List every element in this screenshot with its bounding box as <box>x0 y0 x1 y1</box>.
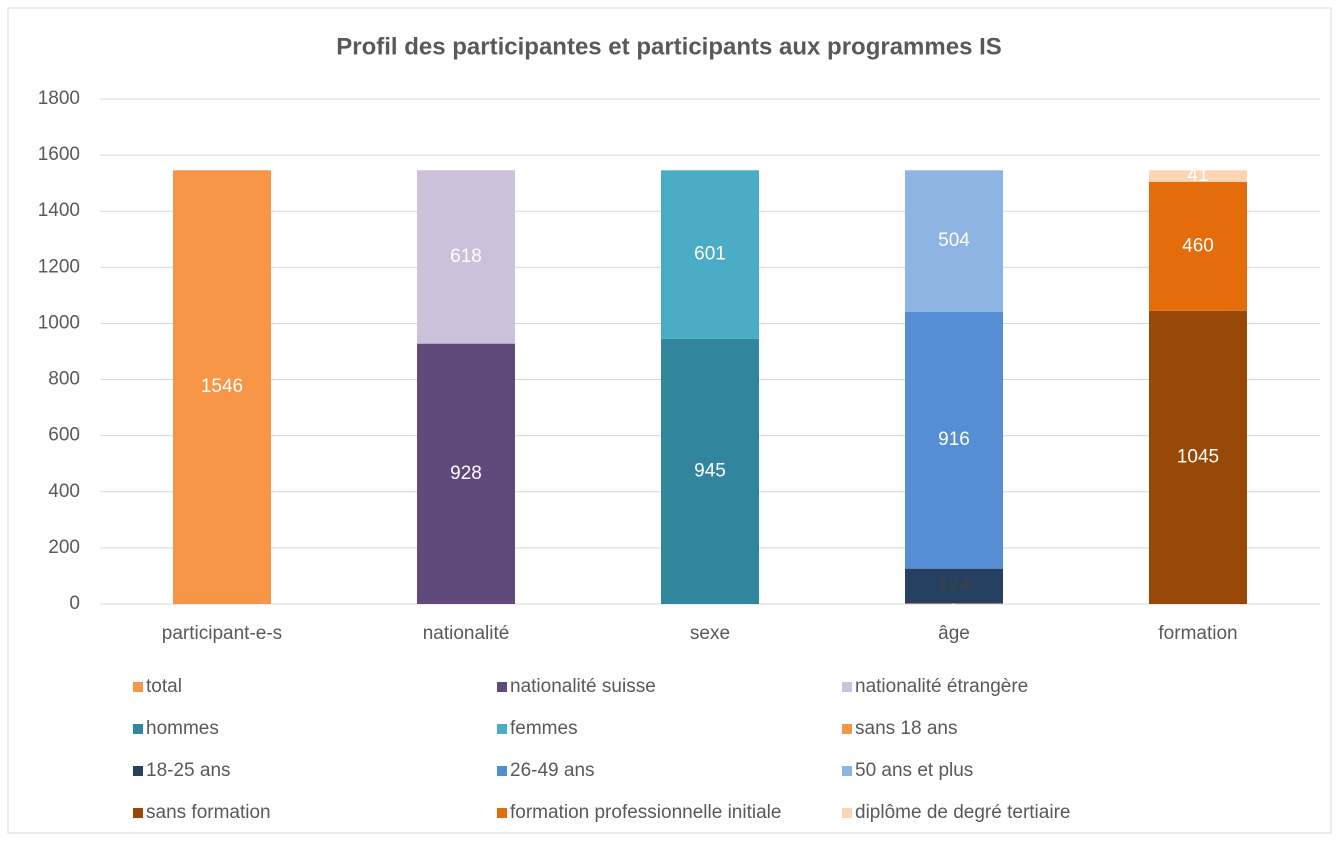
legend-swatch <box>497 766 507 776</box>
legend-label: 50 ans et plus <box>855 760 973 781</box>
chart-title: Profil des participantes et participants… <box>336 33 1002 60</box>
bar-segment <box>417 170 515 344</box>
x-tick-label: participant-e-s <box>162 623 282 644</box>
legend-swatch <box>133 724 143 734</box>
y-tick-label: 1200 <box>38 256 80 277</box>
legend-label: sans 18 ans <box>855 718 957 739</box>
legend-swatch <box>497 808 507 818</box>
legend-label: 26-49 ans <box>510 760 595 781</box>
data-label: 945 <box>694 460 726 481</box>
legend-label: diplôme de degré tertiaire <box>855 802 1070 823</box>
data-label: 618 <box>450 246 482 267</box>
legend-swatch <box>842 724 852 734</box>
legend-label: hommes <box>146 718 219 739</box>
data-label: 460 <box>1182 235 1214 256</box>
data-label: 41 <box>1187 165 1208 186</box>
legend-label: nationalité suisse <box>510 676 656 697</box>
data-label: 504 <box>938 230 970 251</box>
data-label: 1546 <box>201 376 243 397</box>
data-label: 601 <box>694 244 726 265</box>
bar-segment <box>1149 181 1247 311</box>
bar-segment <box>905 568 1003 604</box>
bar-segment <box>905 170 1003 312</box>
bar-segment <box>1149 310 1247 604</box>
legend-label: femmes <box>510 718 578 739</box>
x-tick-label: nationalité <box>423 623 510 644</box>
legend-swatch <box>133 766 143 776</box>
data-label: 124 <box>938 575 970 596</box>
bar-segment <box>417 343 515 604</box>
legend-label: 18-25 ans <box>146 760 231 781</box>
bar-segment <box>661 338 759 604</box>
y-tick-label: 1800 <box>38 88 80 109</box>
legend-swatch <box>842 808 852 818</box>
y-tick-label: 800 <box>48 369 80 390</box>
legend-label: nationalité étrangère <box>855 676 1028 697</box>
legend-swatch <box>133 808 143 818</box>
y-tick-label: 400 <box>48 481 80 502</box>
y-tick-label: 1400 <box>38 200 80 221</box>
y-tick-label: 0 <box>69 593 80 614</box>
bar-segment <box>905 311 1003 569</box>
legend-label: formation professionnelle initiale <box>510 802 781 823</box>
legend-swatch <box>133 682 143 692</box>
bar-segment <box>173 170 271 604</box>
legend-swatch <box>497 682 507 692</box>
bar-segment <box>905 603 1003 604</box>
data-label: 916 <box>938 429 970 450</box>
y-tick-label: 1000 <box>38 312 80 333</box>
legend-swatch <box>497 724 507 734</box>
bar-segment <box>661 170 759 339</box>
data-label: 928 <box>450 463 482 484</box>
bar-segment <box>1149 170 1247 182</box>
data-label: 1045 <box>1177 446 1219 467</box>
x-tick-label: âge <box>938 623 970 644</box>
legend-swatch <box>842 682 852 692</box>
legend-label: total <box>146 676 182 697</box>
legend-swatch <box>842 766 852 776</box>
y-tick-label: 1600 <box>38 144 80 165</box>
y-tick-label: 200 <box>48 537 80 558</box>
x-tick-label: formation <box>1158 623 1237 644</box>
x-tick-label: sexe <box>690 623 730 644</box>
legend-label: sans formation <box>146 802 271 823</box>
y-tick-label: 600 <box>48 425 80 446</box>
